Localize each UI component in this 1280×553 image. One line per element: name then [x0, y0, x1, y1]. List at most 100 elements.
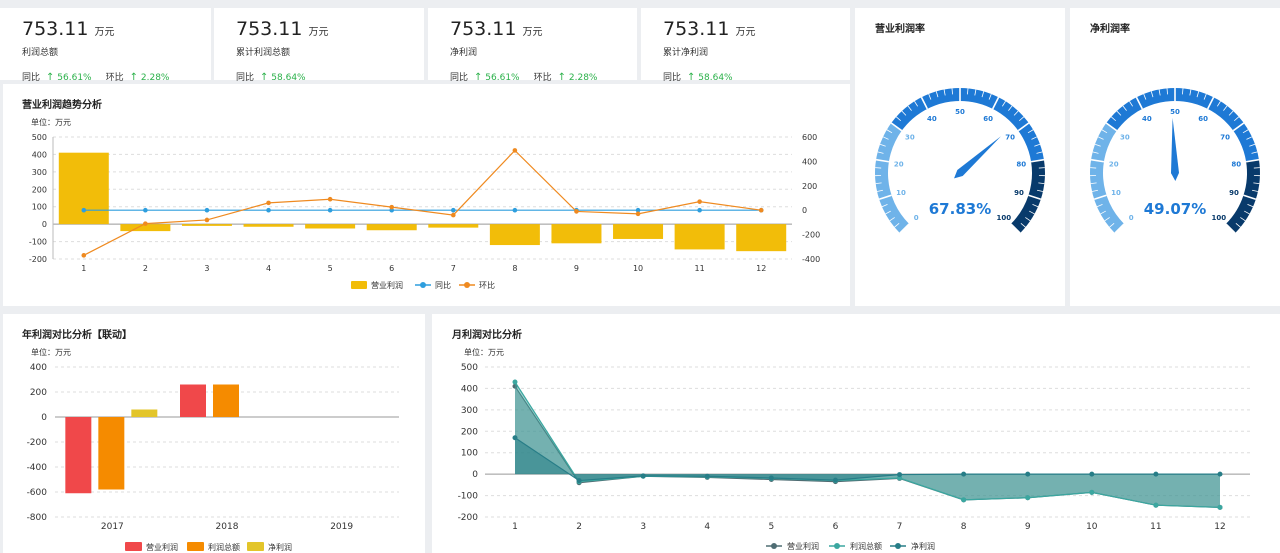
- legend-label: 同比: [435, 280, 451, 290]
- legend-label: 营业利润: [787, 541, 819, 551]
- gauge-tick: [1228, 110, 1234, 116]
- bar-2: [131, 409, 158, 417]
- legend-label: 净利润: [268, 542, 292, 552]
- y-tick-label: 200: [32, 185, 47, 194]
- line-point: [512, 148, 518, 153]
- gauge-tick: [1251, 151, 1258, 154]
- gauge-tick: [1122, 105, 1127, 111]
- y-tick-label: 200: [461, 427, 478, 437]
- line-point: [1153, 471, 1159, 477]
- gauge-tick: [1182, 88, 1184, 95]
- x-tick-label: 3: [640, 522, 646, 532]
- gauge-tick: [1038, 182, 1045, 185]
- gauge-tick: [914, 101, 919, 107]
- gauge-tick: [1100, 210, 1106, 215]
- gauge-tick: [1233, 116, 1240, 122]
- bar-operating-profit: [243, 224, 294, 227]
- gauge-tick: [886, 129, 893, 134]
- gauge-tick: [895, 116, 902, 122]
- gauge-tick: [1008, 105, 1013, 111]
- y2-tick-label: -400: [802, 255, 820, 264]
- gauge-value: 49.07%: [1144, 200, 1206, 218]
- x-tick-label: 10: [1086, 522, 1098, 532]
- gauge-tick: [882, 136, 889, 140]
- kpi-card-cumulative-profit: 753.11 万元 累计利润总额 同比 ↑ 58.64%: [214, 8, 424, 83]
- legend-swatch: [187, 542, 204, 551]
- gauge-tick-label: 40: [1142, 115, 1152, 123]
- series-line: [514, 437, 1220, 482]
- gauge-tick: [1029, 210, 1035, 215]
- gauge-tick: [1249, 143, 1256, 147]
- gauge-tick: [1096, 204, 1103, 208]
- x-tick-label: 2018: [216, 522, 239, 532]
- x-tick-label: 9: [1025, 522, 1031, 532]
- gauge-tick: [1158, 89, 1161, 96]
- bar-operating-profit: [120, 224, 171, 232]
- arrow-up-icon: ↑: [260, 72, 269, 83]
- gauge-tick: [1116, 110, 1122, 116]
- unit-label: 单位：万元: [464, 347, 504, 357]
- y-tick-label: 400: [32, 150, 47, 159]
- line-point: [961, 497, 967, 503]
- gauge-tick: [1242, 129, 1249, 134]
- y-tick-label: 400: [461, 384, 478, 394]
- kpi-change-row: 同比 ↑ 58.64%: [663, 72, 733, 83]
- gauge-band: [875, 123, 910, 234]
- gauge-tick: [1090, 158, 1105, 163]
- kpi-name: 累计利润总额: [236, 48, 291, 58]
- gauge-tick: [1110, 116, 1117, 122]
- gauge-tick: [928, 93, 932, 100]
- legend-label: 环比: [479, 280, 495, 290]
- legend-swatch: [247, 542, 264, 551]
- y2-tick-label: 200: [802, 182, 817, 191]
- bar-operating-profit: [489, 224, 540, 246]
- gauge-tick: [899, 223, 910, 234]
- kpi-value: 753.11 万元: [236, 18, 329, 40]
- x-tick-label: 12: [756, 264, 766, 273]
- x-tick-label: 2017: [101, 522, 124, 532]
- legend-label: 利润总额: [208, 542, 240, 552]
- gauge-tick-label: 80: [1016, 160, 1026, 168]
- gauge-tick: [1109, 223, 1115, 228]
- line-point: [574, 209, 579, 214]
- legend-swatch-dot: [895, 543, 901, 549]
- bar-operating-profit: [58, 152, 109, 225]
- chart-title: 月利润对比分析: [452, 330, 522, 341]
- gauge-tick-label: 10: [1111, 189, 1121, 197]
- legend-swatch: [125, 542, 142, 551]
- gauge-tick: [1027, 129, 1034, 134]
- line-point: [897, 475, 903, 481]
- line-point: [635, 211, 641, 217]
- line-point: [1217, 504, 1223, 510]
- line-point: [1025, 471, 1031, 477]
- x-tick-label: 4: [704, 522, 710, 532]
- gauge-tick: [875, 158, 890, 163]
- gauge-tick: [1225, 223, 1236, 234]
- line-point: [512, 435, 518, 441]
- legend-swatch: [351, 281, 367, 289]
- gauge-tick: [1037, 189, 1044, 192]
- operating-margin-gauge: 0 10 20 30 40 50 60 70 80 90 100 67.83%: [875, 88, 1045, 234]
- legend-label: 营业利润: [371, 280, 403, 290]
- y-tick-label: 400: [30, 363, 47, 373]
- gauge-pointer: [954, 136, 1001, 179]
- gauge-tick: [1093, 194, 1107, 201]
- gauge-tick: [1150, 91, 1154, 98]
- bar-operating-profit: [181, 224, 232, 226]
- gauge-tick: [1090, 182, 1097, 185]
- line-point: [758, 207, 764, 213]
- x-tick-label: 5: [328, 264, 333, 273]
- line-point: [327, 196, 333, 202]
- annual-profit-comparison-card: 年利润对比分析【联动】 单位：万元 400 200 0 -200 -400 -600 -800…: [3, 314, 425, 553]
- gauge-tick: [1031, 136, 1038, 140]
- y-tick-label: 200: [30, 388, 47, 398]
- gauge-tick-label: 50: [955, 108, 965, 116]
- gauge-tick: [1244, 210, 1250, 215]
- gauge-tick: [1245, 158, 1260, 163]
- gauge-tick: [1203, 93, 1207, 100]
- bar-1: [213, 384, 239, 417]
- legend-label: 营业利润: [146, 542, 178, 552]
- gauge-tick: [878, 194, 892, 201]
- gauge-tick: [1017, 122, 1030, 132]
- arrow-up-icon: ↑: [557, 72, 567, 83]
